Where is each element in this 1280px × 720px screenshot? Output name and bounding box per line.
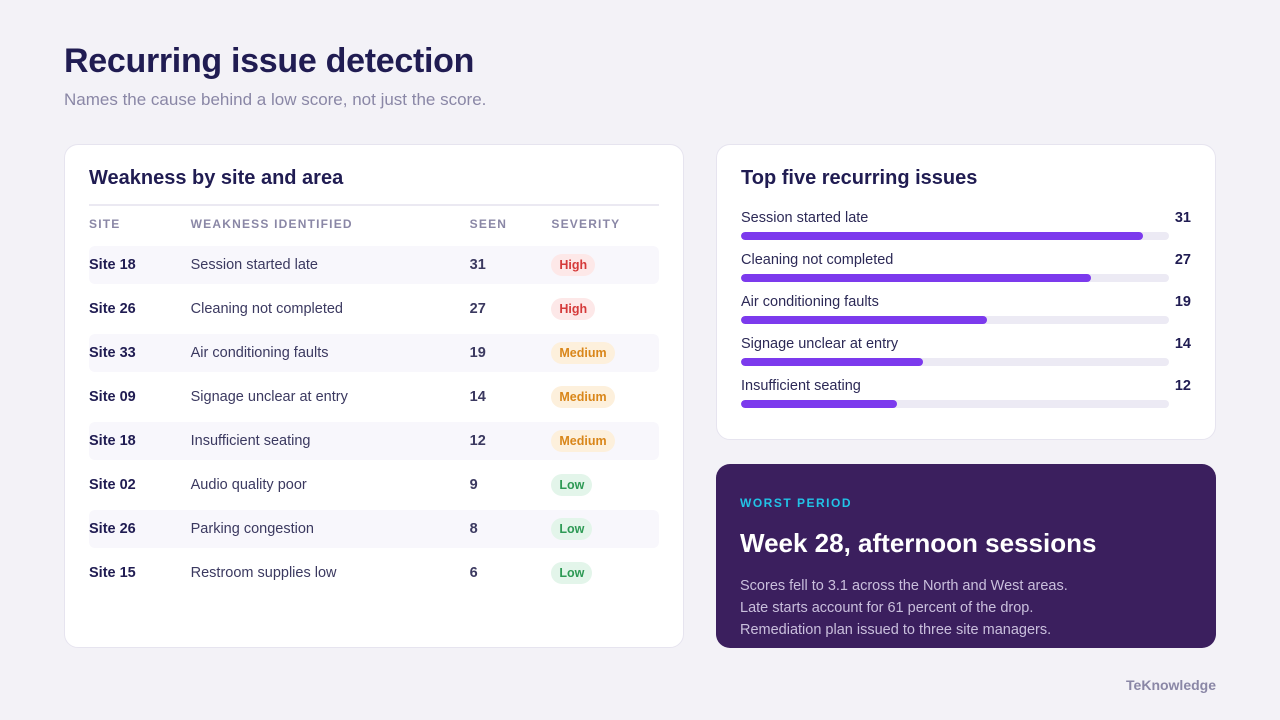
worst-period-line: Late starts account for 61 percent of th… [740,600,1034,616]
table-body: Site 18 Session started late 31 High Site 26… [89,246,659,592]
issue-bar-fill [741,316,988,324]
site-cell: Site 09 [89,389,136,405]
weakness-cell: Signage unclear at entry [190,389,348,405]
worst-period-card: WORST PERIOD Week 28, afternoon sessions… [716,464,1216,648]
top-issues-title: Top five recurring issues [741,167,978,189]
issue-bar-fill [741,358,923,366]
issue-label: Signage unclear at entry [741,336,899,352]
page-title: Recurring issue detection [64,42,475,80]
weakness-cell: Insufficient seating [190,433,311,449]
seen-cell: 19 [469,345,486,361]
weakness-cell: Session started late [190,257,318,273]
severity-cell: Low [551,518,659,540]
site-cell: Site 26 [89,521,136,537]
seen-cell: 14 [469,389,486,405]
table-row: Site 18 Insufficient seating 12 Medium [89,422,659,460]
severity-cell: High [551,298,659,320]
severity-cell: High [551,254,659,276]
seen-cell: 8 [469,521,478,537]
issue-label: Session started late [741,210,869,226]
severity-badge: Low [551,518,593,540]
severity-cell: Medium [551,430,659,452]
issue-bar-track [741,316,1169,324]
weakness-cell: Parking congestion [190,521,314,537]
issue-count: 19 [1174,294,1191,310]
table-row: Site 02 Audio quality poor 9 Low [89,466,659,504]
weakness-cell: Air conditioning faults [190,345,329,361]
issue-bar-track [741,400,1169,408]
weakness-cell: Restroom supplies low [190,565,337,581]
severity-cell: Medium [551,386,659,408]
worst-period-line: Scores fell to 3.1 across the North and … [740,578,1068,594]
seen-cell: 31 [469,257,486,273]
table-row: Site 09 Signage unclear at entry 14 Medium [89,378,659,416]
weakness-card-title: Weakness by site and area [89,167,344,189]
table-row: Site 33 Air conditioning faults 19 Medium [89,334,659,372]
weakness-cell: Audio quality poor [190,477,307,493]
issue-bar-fill [741,232,1144,240]
table-row: Site 26 Cleaning not completed 27 High [89,290,659,328]
worst-period-eyebrow: WORST PERIOD [740,496,853,510]
issue-bar-fill [741,274,1092,282]
worst-period-title: Week 28, afternoon sessions [740,528,1097,558]
issue-bar-track [741,274,1169,282]
site-cell: Site 18 [89,257,136,273]
site-cell: Site 33 [89,345,136,361]
worst-period-details: Scores fell to 3.1 across the North and … [740,575,1192,641]
issue-item: Cleaning not completed 27 [741,248,1191,290]
table-row: Site 18 Session started late 31 High [89,246,659,284]
worst-period-line: Remediation plan issued to three site ma… [740,622,1052,638]
column-header-weakness: WEAKNESS IDENTIFIED [190,217,353,231]
issue-count: 31 [1174,210,1191,226]
table-row: Site 15 Restroom supplies low 6 Low [89,554,659,592]
severity-cell: Low [551,474,659,496]
severity-badge: Medium [551,342,615,364]
issue-item: Signage unclear at entry 14 [741,332,1191,374]
issue-count: 27 [1174,252,1191,268]
weakness-cell: Cleaning not completed [190,301,343,317]
severity-cell: Medium [551,342,659,364]
site-cell: Site 15 [89,565,136,581]
table-row: Site 26 Parking congestion 8 Low [89,510,659,548]
page-subtitle: Names the cause behind a low score, not … [64,90,487,109]
site-cell: Site 02 [89,477,136,493]
severity-badge: Medium [551,386,615,408]
brand-logo-text: TeKnowledge [1126,677,1216,693]
issue-bar-track [741,232,1169,240]
severity-cell: Low [551,562,659,584]
issue-label: Insufficient seating [741,378,861,394]
issue-label: Cleaning not completed [741,252,894,268]
issue-list: Session started late 31 Cleaning not compl… [741,206,1191,416]
column-header-seen: SEEN [469,217,508,231]
issue-count: 14 [1174,336,1191,352]
table-header: SITE WEAKNESS IDENTIFIED SEEN SEVERITY [89,204,659,242]
seen-cell: 6 [469,565,478,581]
issue-bar-track [741,358,1169,366]
seen-cell: 27 [469,301,486,317]
weakness-card: Weakness by site and area SITE WEAKNESS … [64,144,684,648]
issue-item: Session started late 31 [741,206,1191,248]
site-cell: Site 18 [89,433,136,449]
severity-badge: High [551,298,596,320]
top-issues-card: Top five recurring issues Session starte… [716,144,1216,440]
seen-cell: 12 [469,433,486,449]
severity-badge: High [551,254,596,276]
column-header-site: SITE [89,217,121,231]
column-header-severity: SEVERITY [551,217,621,231]
issue-bar-fill [741,400,897,408]
seen-cell: 9 [469,477,478,493]
severity-badge: Low [551,562,593,584]
issue-count: 12 [1174,378,1191,394]
issue-item: Air conditioning faults 19 [741,290,1191,332]
severity-badge: Medium [551,430,615,452]
issue-label: Air conditioning faults [741,294,879,310]
site-cell: Site 26 [89,301,136,317]
severity-badge: Low [551,474,593,496]
issue-item: Insufficient seating 12 [741,374,1191,416]
